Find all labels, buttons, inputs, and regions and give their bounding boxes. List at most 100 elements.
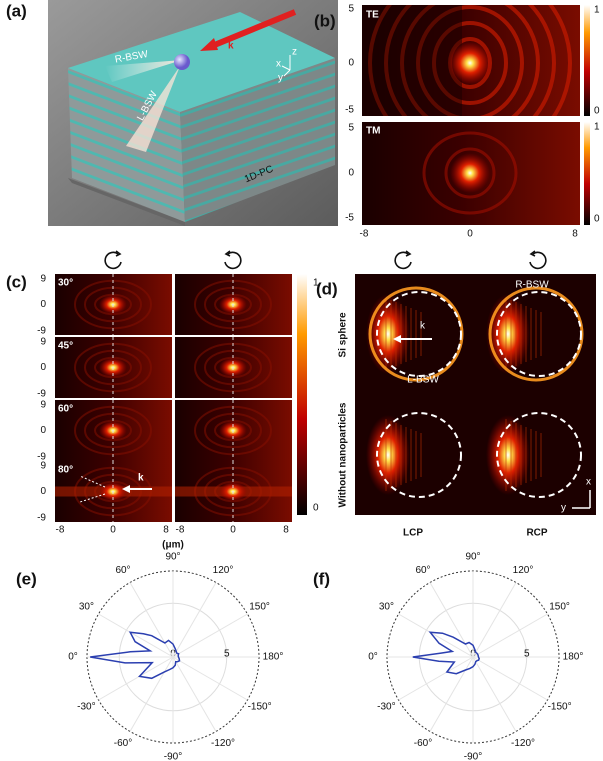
angle-label: -90° xyxy=(464,752,482,761)
grid-spoke xyxy=(172,582,217,658)
crystal-right-face xyxy=(180,58,335,222)
panel-label: (b) xyxy=(314,11,336,30)
annotation: k xyxy=(420,321,426,332)
d-maps xyxy=(366,286,584,498)
colorbar-label: 1 xyxy=(594,5,600,16)
polarization-icons xyxy=(104,250,547,270)
arrow xyxy=(79,493,106,503)
y-tick-label: 0 xyxy=(40,425,46,436)
y-tick-label: 0 xyxy=(40,486,46,497)
angle-label: 0° xyxy=(68,652,78,663)
y-tick-label: -9 xyxy=(37,452,46,463)
angle-label: 30° xyxy=(379,602,394,613)
y-tick-label: 0 xyxy=(40,299,46,310)
colorbar-label: 1 xyxy=(313,278,319,289)
shade xyxy=(362,5,462,116)
axis-icon xyxy=(572,490,591,509)
colorbar-label: 0 xyxy=(594,106,600,117)
x-tick-label: -8 xyxy=(360,229,369,240)
panel-label: (d) xyxy=(316,279,338,298)
y-tick-label: 5 xyxy=(348,123,354,134)
y-tick-label: 0 xyxy=(348,58,354,69)
column-label: RCP xyxy=(526,528,547,539)
grid-spoke xyxy=(172,613,248,658)
row-label: 80° xyxy=(58,465,73,476)
y-tick-label: 9 xyxy=(40,274,46,285)
column-label: LCP xyxy=(403,528,423,539)
x-tick-label: -8 xyxy=(56,525,65,536)
colorbar-label: 0 xyxy=(313,503,319,514)
angle-label: -120° xyxy=(211,738,235,749)
angle-label: 60° xyxy=(415,565,430,576)
panel-label: (f) xyxy=(313,569,330,588)
hot-spot xyxy=(448,41,492,85)
axis-label: (μm) xyxy=(162,540,184,551)
x-tick-label: 0 xyxy=(467,229,473,240)
arrow-head xyxy=(393,335,401,343)
map-label: TM xyxy=(366,126,380,137)
panel-e: (e)0590°60°120°30°150°0°180°-30°-150°-60… xyxy=(16,552,283,761)
glow xyxy=(366,415,410,495)
y-tick-label: 9 xyxy=(40,400,46,411)
glow xyxy=(486,294,530,374)
angle-label: -30° xyxy=(77,702,95,713)
row-label: 30° xyxy=(58,278,73,289)
angle-label: 0° xyxy=(368,652,378,663)
angle-label: 90° xyxy=(165,552,180,563)
grid-spoke xyxy=(472,582,517,658)
angle-label: 150° xyxy=(249,602,270,613)
axis-label: x xyxy=(586,477,591,488)
annotation: L-BSW xyxy=(407,375,439,386)
angle-label: -150° xyxy=(248,702,272,713)
radiation-curve xyxy=(412,631,481,675)
y-tick-label: 0 xyxy=(348,168,354,179)
panel-c: (c) 1 0 (μm) 30° 9 0 -9 45° 9 0 -9 60° 9 0 -9 -8 0 8 -8… xyxy=(6,250,547,551)
grid-spoke xyxy=(472,656,548,701)
boundary xyxy=(376,291,462,377)
colorbar-label: 1 xyxy=(594,122,600,133)
incident-beam xyxy=(210,9,297,49)
grid-spoke xyxy=(129,582,174,658)
r-tick-label: 5 xyxy=(224,649,230,660)
axis-icon xyxy=(281,55,291,77)
grid-spoke xyxy=(98,613,174,658)
angle-label: 180° xyxy=(563,652,584,663)
angle-label: 60° xyxy=(115,565,130,576)
colorbar xyxy=(584,122,590,225)
x-tick-label: 8 xyxy=(572,229,578,240)
annotation: R-BSW xyxy=(515,280,549,291)
x-tick-label: 0 xyxy=(110,525,116,536)
x-tick-label: 8 xyxy=(163,525,169,536)
beam-r xyxy=(105,60,182,82)
angle-label: 180° xyxy=(263,652,284,663)
radiation-curve xyxy=(90,631,181,680)
arrow-head xyxy=(200,38,218,51)
angle-label: 120° xyxy=(213,565,234,576)
panel-b: (b) TE TM 1 0 1 0 5 0 -5 5 0 -5 -8 0 8 xyxy=(314,4,600,240)
grid-spoke xyxy=(172,656,217,732)
panel-label: (c) xyxy=(6,272,27,291)
angle-label: 150° xyxy=(549,602,570,613)
panel-a: (a) R-BSW L-BSW k 1D-PC z x y xyxy=(6,0,338,226)
annotation: k xyxy=(228,41,234,52)
y-tick-label: 0 xyxy=(40,362,46,373)
panel-label: (e) xyxy=(16,569,37,588)
angle-label: -150° xyxy=(548,702,572,713)
grid-spoke xyxy=(429,656,474,732)
boundary xyxy=(496,291,582,377)
y-tick-label: 9 xyxy=(40,461,46,472)
shadow xyxy=(68,178,185,226)
colorbar xyxy=(297,274,307,515)
panel-f: (f)0590°60°120°30°150°0°180°-30°-150°-60… xyxy=(313,552,583,761)
y-tick-label: 5 xyxy=(348,4,354,15)
angle-label: -30° xyxy=(377,702,395,713)
angle-label: -60° xyxy=(414,738,432,749)
y-tick-label: -5 xyxy=(345,213,354,224)
y-tick-label: -9 xyxy=(37,513,46,524)
sphere xyxy=(174,54,190,70)
colorbar xyxy=(584,5,590,116)
arrow-head xyxy=(122,485,130,493)
axis-label: y xyxy=(561,503,566,514)
